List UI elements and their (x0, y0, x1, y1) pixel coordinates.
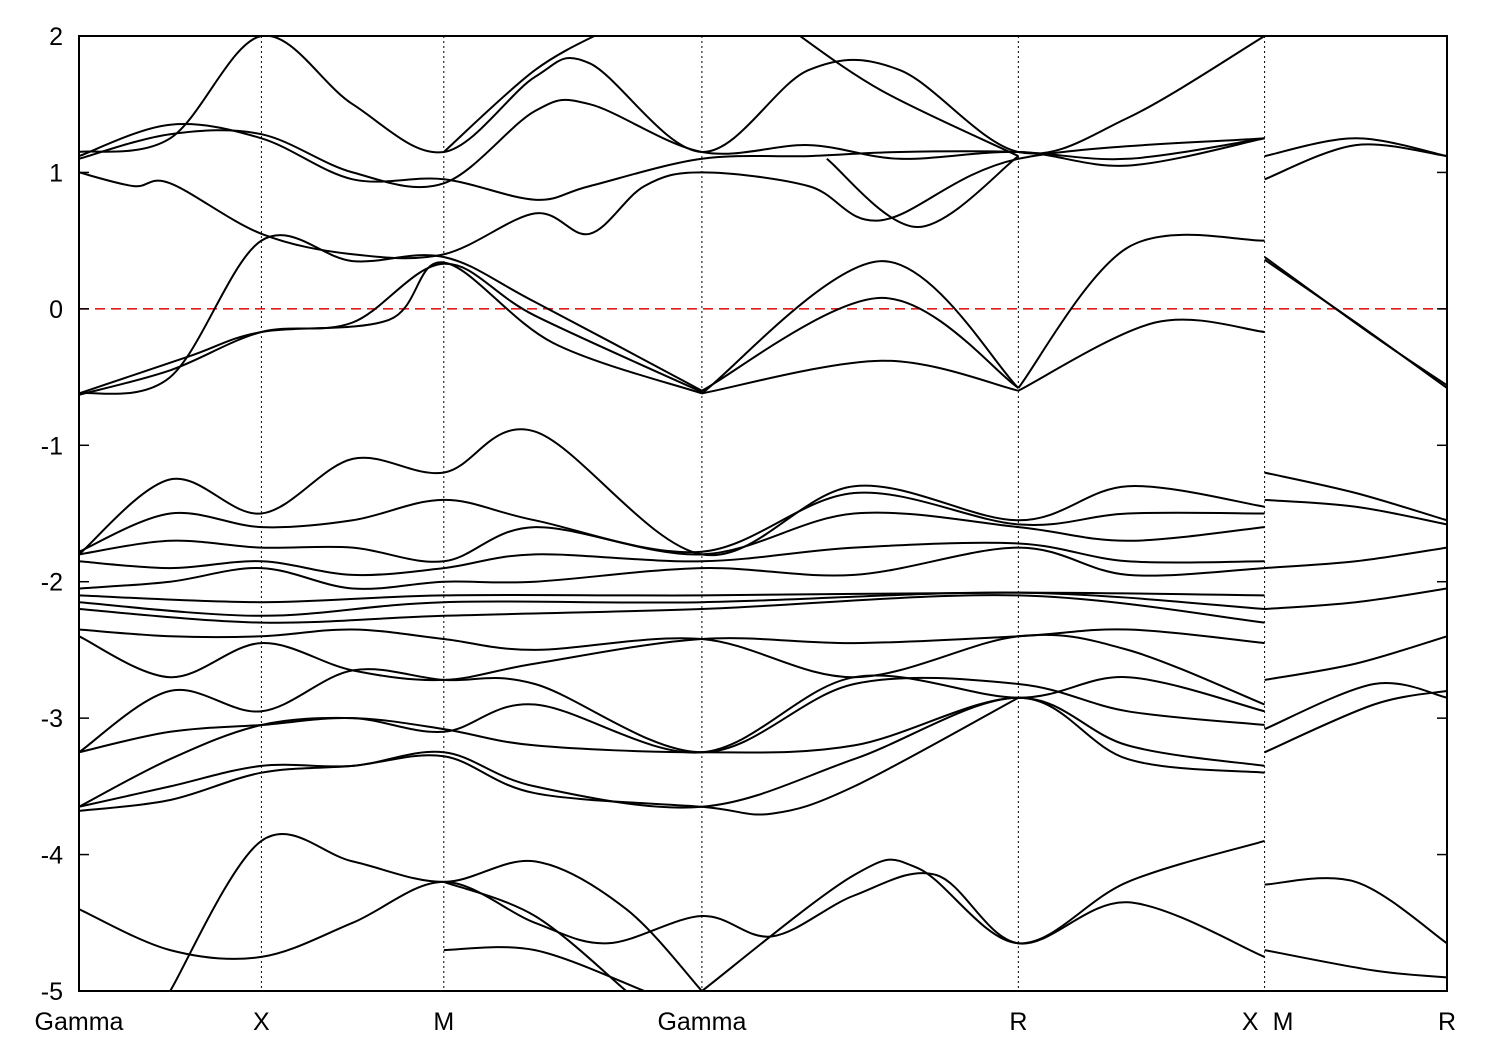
y-tick-label: 1 (49, 159, 63, 187)
band-line-7 (1017, 318, 1265, 392)
band-lines (79, 36, 1447, 991)
x-tick-label: X (1242, 1008, 1259, 1036)
band-line-22 (79, 541, 1265, 577)
band-line-44 (443, 880, 627, 991)
band-line-13 (79, 36, 1266, 155)
y-tick-label: -1 (41, 432, 63, 460)
y-tick-label: 2 (49, 23, 63, 51)
band-line-14 (443, 36, 597, 153)
band-line-17 (1264, 137, 1447, 158)
band-line-18 (1264, 143, 1447, 181)
band-line-0 (79, 234, 703, 395)
y-tick-label: 0 (49, 296, 63, 324)
band-line-43 (701, 839, 1265, 991)
x-axis-ticks: Gamma X M Gamma R X M R (35, 1008, 1456, 1036)
band-line-24 (79, 591, 1265, 604)
band-line-45 (443, 946, 645, 991)
band-line-35 (1264, 682, 1447, 731)
band-line-3 (701, 260, 1020, 395)
y-tick-label: -3 (41, 705, 63, 733)
band-line-4 (701, 296, 1019, 392)
band-line-42 (169, 833, 703, 991)
band-line-34 (1264, 635, 1447, 681)
x-tick-label: M (433, 1008, 454, 1036)
band-line-36 (1264, 689, 1447, 754)
plot-frame (78, 35, 1448, 992)
band-line-6 (1017, 233, 1265, 389)
band-line-39 (1264, 546, 1447, 570)
x-tick-label: Gamma (657, 1008, 746, 1036)
band-line-26 (79, 594, 1265, 624)
y-tick-label: -2 (41, 569, 63, 597)
band-line-16 (826, 155, 1019, 229)
band-line-9 (1264, 256, 1447, 387)
band-line-31 (79, 696, 1265, 808)
band-line-33 (79, 696, 1019, 816)
band-line-23 (79, 546, 1265, 590)
x-tick-label: R (1009, 1008, 1027, 1036)
band-line-1 (79, 262, 703, 396)
band-line-29 (79, 668, 1265, 754)
band-line-40 (1264, 587, 1447, 610)
band-line-10 (79, 137, 1265, 260)
band-line-41 (79, 872, 1265, 960)
band-line-46 (1264, 877, 1447, 945)
x-tick-label: Gamma (35, 1008, 124, 1036)
band-line-27 (79, 628, 1265, 706)
band-line-21 (79, 511, 1265, 563)
x-tick-label: R (1438, 1008, 1456, 1036)
x-tick-label: M (1273, 1008, 1294, 1036)
y-axis-ticks: -5 -4 -3 -2 -1 0 1 2 (41, 23, 1447, 1006)
band-line-20 (79, 491, 1265, 554)
y-tick-label: -5 (41, 978, 63, 1006)
band-line-28 (79, 628, 1265, 682)
band-line-5 (701, 359, 1019, 395)
band-line-37 (1264, 471, 1447, 522)
x-tick-label: X (253, 1008, 270, 1036)
k-point-separators (260, 36, 1266, 991)
band-line-2 (79, 261, 703, 395)
band-line-47 (1264, 949, 1447, 979)
band-line-30 (79, 674, 1265, 754)
band-line-38 (1264, 498, 1447, 526)
band-line-15 (798, 36, 1019, 158)
band-line-19 (79, 428, 1265, 557)
y-tick-label: -4 (41, 842, 63, 870)
band-line-25 (79, 591, 1265, 617)
